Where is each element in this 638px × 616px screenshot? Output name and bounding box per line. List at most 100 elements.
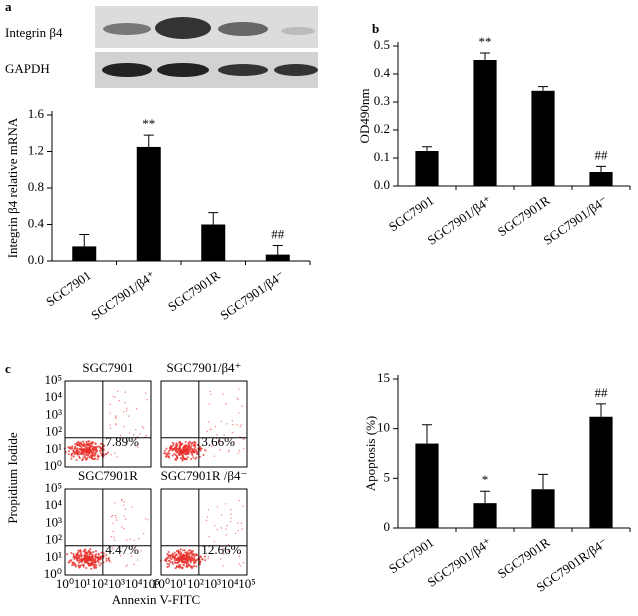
cell-dot: [185, 444, 188, 447]
cell-dot: [228, 449, 230, 451]
cell-dot: [97, 558, 100, 561]
cell-dot: [205, 450, 208, 452]
cell-dot: [85, 567, 88, 570]
cell-dot: [207, 421, 210, 423]
cell-dot: [175, 456, 178, 459]
cell-dot: [82, 443, 85, 446]
cell-dot: [242, 447, 245, 450]
cell-dot: [92, 441, 95, 444]
cell-dot: [92, 551, 95, 554]
cell-dot: [239, 565, 242, 567]
cell-dot: [210, 428, 213, 430]
cell-dot: [74, 443, 77, 446]
cell-dot: [176, 561, 179, 564]
cell-dot: [140, 550, 142, 552]
x-axis-label: Annexin V-FITC: [112, 592, 200, 607]
cell-dot: [175, 553, 178, 556]
y-tick-label: 10⁵: [44, 480, 62, 495]
cell-dot: [181, 443, 184, 446]
cell-dot: [126, 564, 128, 566]
cell-dot: [179, 457, 182, 460]
cell-dot: [168, 563, 171, 566]
cell-dot: [207, 509, 210, 511]
cell-dot: [230, 517, 232, 520]
x-tick-label: 10¹: [170, 576, 187, 591]
cell-dot: [90, 555, 93, 558]
flow-frame: [64, 488, 152, 576]
y-tick-label: 0.0: [28, 252, 44, 267]
error-bar: [208, 212, 219, 225]
cell-dot: [236, 397, 238, 399]
cell-dot: [76, 553, 79, 556]
cell-dot: [219, 439, 221, 442]
cell-dot: [203, 448, 206, 451]
cell-dot: [142, 427, 145, 429]
cell-dot: [130, 555, 133, 557]
cell-dot: [129, 538, 131, 540]
cell-dot: [196, 443, 199, 446]
cell-dot: [198, 563, 201, 566]
cell-dot: [233, 441, 236, 443]
cell-dot: [183, 448, 186, 451]
cell-dot: [135, 408, 138, 410]
cell-dot: [171, 444, 174, 447]
cell-dot: [235, 532, 237, 535]
cell-dot: [186, 560, 189, 563]
cell-dot: [138, 537, 140, 540]
flow-title: SGC7901: [82, 360, 133, 375]
cell-dot: [74, 565, 77, 568]
cell-dot: [94, 449, 97, 452]
blot-band: [102, 63, 152, 77]
cell-dot: [81, 557, 84, 560]
cell-dot: [134, 438, 137, 441]
cell-dot: [187, 558, 190, 561]
cell-dot: [193, 562, 196, 565]
cell-dot: [166, 553, 169, 556]
cell-dot: [88, 555, 91, 558]
cell-dot: [189, 450, 192, 453]
x-tick-label: 10²: [91, 576, 108, 591]
cell-dot: [166, 565, 169, 568]
cell-dot: [184, 457, 187, 460]
cell-dot: [81, 443, 84, 446]
cell-dot: [173, 452, 176, 455]
cell-dot: [95, 553, 98, 556]
cell-dot: [219, 449, 221, 451]
cell-dot: [168, 554, 171, 557]
cell-dot: [182, 555, 185, 558]
cell-dot: [66, 553, 69, 556]
y-tick-label: 10²: [45, 424, 62, 439]
cell-dot: [202, 454, 205, 457]
cell-dot: [237, 522, 239, 524]
bar: [531, 489, 555, 528]
cell-dot: [128, 432, 131, 434]
y-tick-label: 0.4: [28, 215, 45, 230]
cell-dot: [109, 427, 112, 429]
cell-dot: [89, 454, 92, 457]
cell-dot: [74, 447, 77, 450]
cell-dot: [170, 446, 173, 449]
cell-dot: [225, 403, 227, 405]
cell-dot: [193, 553, 196, 556]
cell-dot: [176, 447, 179, 450]
cell-dot: [93, 458, 96, 461]
cell-dot: [241, 528, 243, 530]
cell-dot: [206, 430, 208, 433]
cell-dot: [222, 548, 225, 550]
cell-dot: [83, 554, 86, 557]
panel-label: a: [5, 0, 12, 14]
cell-dot: [99, 446, 102, 449]
cell-dot: [81, 559, 84, 562]
cell-dot: [81, 564, 84, 567]
error-bar: [79, 234, 90, 247]
cell-dot: [243, 438, 245, 440]
cell-dot: [214, 425, 217, 428]
cell-dot: [237, 412, 240, 414]
cell-dot: [123, 501, 125, 503]
cell-dot: [76, 442, 79, 445]
cell-dot: [192, 450, 195, 453]
cell-dot: [78, 550, 81, 553]
cell-dot: [238, 452, 240, 454]
cell-dot: [195, 456, 198, 459]
cell-dot: [191, 448, 194, 451]
